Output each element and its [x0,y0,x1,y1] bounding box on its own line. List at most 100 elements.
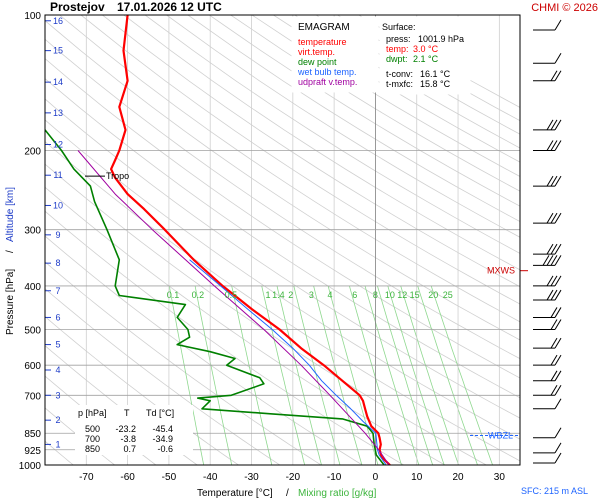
wind-barb-feather [554,354,562,366]
dry-adiabat [144,15,520,254]
wind-barb [533,212,562,224]
series-udpraft-v-temp- [77,150,390,465]
altitude-label: 1 [55,439,60,449]
x-tick-label: -60 [120,472,135,483]
surface-tconv-label: t-conv: [386,69,413,79]
x-axis-mix-label: Mixing ratio [g/kg] [298,488,377,499]
x-tick-label: 10 [411,472,423,483]
y-axis-altitude-label: Altitude [km] [5,187,16,242]
surface-press-value: 1001.9 hPa [418,34,464,44]
legend-temperature: temperature [298,37,347,47]
x-tick-label: 30 [494,472,506,483]
wind-barb-feather [546,243,554,255]
level-markers [470,270,528,437]
x-tick-label: -20 [286,472,301,483]
table-header-p: p [hPa] [78,408,107,418]
pressure-tick-label: 925 [24,446,41,457]
wind-barb-feather [550,370,558,382]
mixing-ratio-label: 1.4 [272,290,285,300]
wind-barb-feather [550,319,558,330]
wind-barb [533,243,562,255]
altitude-label: 8 [55,258,60,268]
dry-adiabat [102,15,520,288]
table-header-t: T [124,408,130,418]
wind-barb-feather [554,212,562,224]
mixing-ratio-label: 10 [385,290,395,300]
wind-barb-feather [550,119,558,131]
legend-title: EMAGRAM [298,22,350,33]
mixing-ratio-label: 3 [309,290,314,300]
pressure-tick-label: 500 [24,326,41,337]
pressure-tick-label: 400 [24,282,41,293]
x-tick-labels: -70 -60 -50 -40 -30 -20 -10 0 10 20 30 [79,472,505,483]
dry-adiabat [45,20,520,341]
altitude-label: 13 [53,108,63,118]
wind-barb-feather [554,52,562,64]
wind-barb-feather [546,255,554,266]
mixing-ratio-label: 0.2 [192,290,205,300]
wind-barb [533,255,562,266]
y-axis-label: Pressure [hPa] / Altitude [km] [5,187,16,335]
dry-adiabat [123,15,520,271]
wind-barb-feather [546,289,554,301]
surface-tmxfc-label: t-mxfc: [386,79,413,89]
tropopause-label: Tropo [106,171,129,181]
mxws-label: MXWS [487,266,515,276]
wind-barb-feather [554,307,562,318]
legend-virt-temp: virt.temp. [298,47,335,57]
table-cell: -23.2 [115,424,136,434]
mixing-ratio-label: 4 [327,290,332,300]
wind-barb [533,140,562,151]
x-tick-label: -70 [79,472,94,483]
dry-adiabat [187,15,520,223]
mixing-ratio-label: 15 [410,290,420,300]
wind-barb [533,427,562,439]
pressure-tick-label: 600 [24,361,41,372]
altitude-label: 12 [53,140,63,150]
wind-barb-feather [554,398,562,410]
pressure-tick-label: 200 [24,146,41,157]
wind-barb-feather [550,140,558,151]
wind-barb [533,52,562,64]
x-tick-label: -30 [244,472,259,483]
pressure-tick-label: 700 [24,391,41,402]
datetime: 17.01.2026 12 UTC [117,0,222,14]
wind-barb [533,385,562,396]
dry-adiabat [45,58,520,379]
wind-barb-feather [554,452,562,464]
wind-barb-feather [554,319,562,330]
level-table: p [hPa] T Td [°C] 500 -23.2 -45.4 700 -3… [75,405,193,455]
table-cell: -3.8 [120,434,136,444]
wind-barb [533,319,562,331]
dry-adiabat [209,15,520,207]
wind-barb-feather [546,140,554,151]
surface-dwpt-value: 2.1 °C [413,54,439,64]
surface-tconv-value: 16.1 °C [420,69,451,79]
altitude-label: 2 [55,415,60,425]
wind-barb [533,175,562,187]
legend: EMAGRAM temperature virt.temp. dew point… [291,16,379,93]
wind-barb-feather [554,275,562,287]
mixing-ratio-label: 0.1 [167,290,180,300]
mixing-ratio-label: 20 [428,290,438,300]
mixing-ratio-label: 25 [443,290,453,300]
mixing-ratio-label: 6 [352,290,357,300]
mixing-ratio-label: 0.5 [225,290,238,300]
wind-barb [533,337,562,349]
table-cell: -34.9 [152,434,173,444]
dry-adiabat [80,15,520,305]
table-cell: 500 [85,424,100,434]
altitude-label: 16 [53,16,63,26]
y-axis-separator: / [5,250,16,253]
wind-barb-feather [542,255,550,266]
table-cell: 850 [85,444,100,454]
x-tick-label: 0 [373,472,379,483]
wind-barb-feather [546,175,554,187]
surface-temp-value: 3.0 °C [413,44,439,54]
series-temperature [110,15,391,465]
altitude-label: 6 [55,312,60,322]
table-cell: 700 [85,434,100,444]
wind-barb-feather [546,119,554,131]
